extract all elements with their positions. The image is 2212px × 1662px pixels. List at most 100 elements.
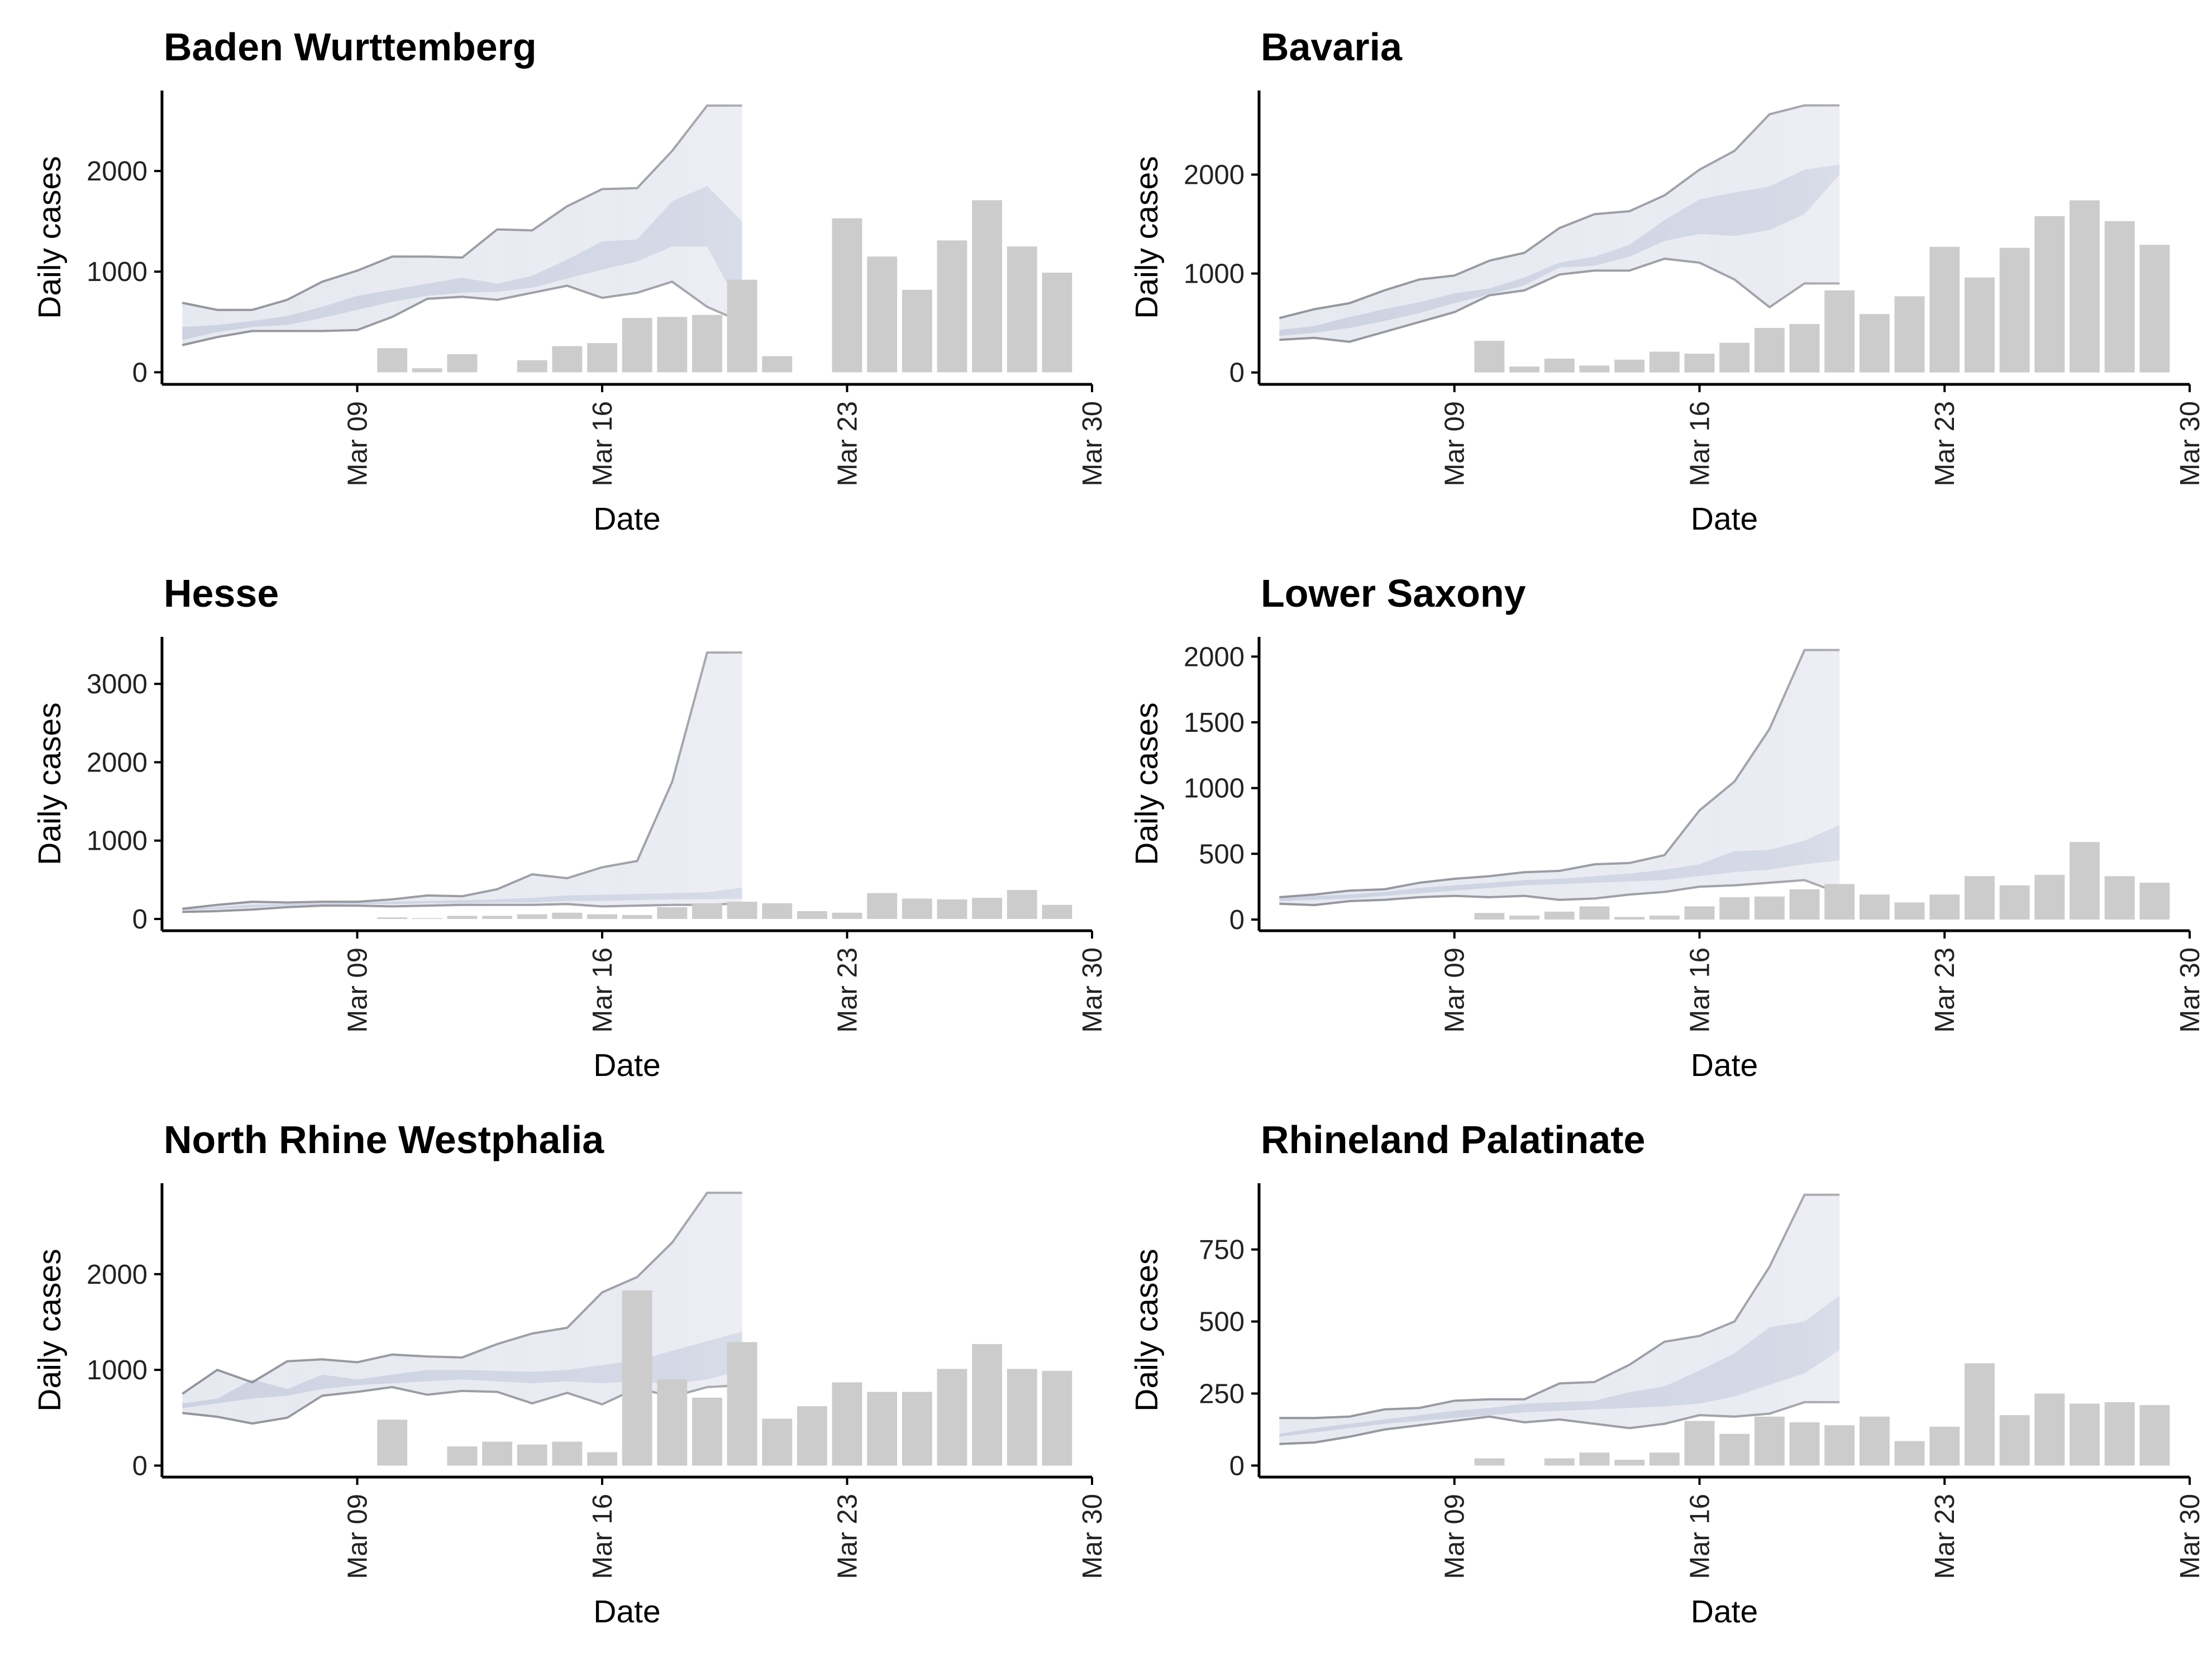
bar (412, 918, 442, 919)
panel-title: North Rhine Westphalia (164, 1118, 604, 1161)
y-axis-title: Daily cases (32, 156, 68, 318)
bar (762, 356, 793, 373)
bar (552, 912, 583, 919)
x-tick-label: Mar 30 (2175, 401, 2205, 487)
bar (447, 354, 478, 373)
chart-panel: 0 1000 2000 Mar 09 Mar 16 Mar 23 Mar 30 North R… (32, 1118, 1108, 1630)
bar (1474, 341, 1505, 373)
bar (762, 1418, 793, 1466)
bar (2070, 200, 2100, 373)
x-tick-label: Mar 09 (343, 947, 373, 1033)
y-tick-label: 1000 (1184, 774, 1245, 804)
chart-panel: 0 500 1000 1500 2000 Mar 09 Mar 16 Mar 23 Mar 30… (1129, 572, 2205, 1083)
y-tick-label: 0 (132, 1451, 147, 1481)
panel-title: Baden Wurttemberg (164, 25, 537, 69)
bar (1789, 323, 1820, 373)
bar (1824, 290, 1855, 373)
bar (1999, 885, 2030, 920)
bar (867, 256, 898, 373)
bar (1964, 1363, 1995, 1466)
bar (1579, 365, 1610, 373)
bar (2104, 221, 2135, 373)
estimate-bands (1279, 649, 1840, 907)
bar (2139, 1405, 2170, 1466)
x-tick-label: Mar 30 (2175, 947, 2205, 1033)
bar (1929, 1426, 1960, 1466)
bar (1649, 915, 1680, 920)
y-tick-label: 0 (1229, 1451, 1245, 1481)
bar (2034, 216, 2065, 373)
bar (1894, 902, 1925, 920)
bar (1719, 1434, 1750, 1466)
inner-band (1279, 1296, 1840, 1437)
bar (1614, 1460, 1645, 1466)
bar (1894, 296, 1925, 373)
bar (727, 279, 757, 373)
estimate-bands (182, 104, 743, 346)
bar (937, 240, 967, 373)
bar (1789, 1422, 1820, 1466)
bar (902, 1392, 932, 1466)
x-axis-title: Date (593, 1594, 660, 1630)
bar (692, 1397, 722, 1466)
bar (902, 289, 932, 373)
x-tick-label: Mar 23 (833, 1494, 863, 1579)
y-tick-label: 2000 (87, 1260, 147, 1290)
x-axis-title: Date (593, 501, 660, 537)
bar (1964, 277, 1995, 373)
bar (622, 915, 652, 919)
bar (797, 1406, 827, 1466)
x-axis-title: Date (593, 1047, 660, 1083)
bar (2070, 842, 2100, 920)
outer-band-upper-line (1279, 104, 1840, 320)
bar (762, 903, 793, 919)
bar (1007, 246, 1037, 373)
bar (1474, 913, 1505, 920)
bar (832, 1382, 862, 1466)
outer-band-upper-line (182, 651, 742, 910)
y-tick-label: 500 (1199, 1307, 1245, 1337)
x-tick-label: Mar 16 (1685, 947, 1715, 1033)
bar (2104, 876, 2135, 920)
bar (1789, 889, 1820, 920)
y-tick-label: 1000 (87, 826, 147, 856)
bar (1007, 1369, 1037, 1466)
bar (517, 1444, 547, 1466)
y-axis-title: Daily cases (1129, 1249, 1165, 1411)
x-tick-label: Mar 16 (588, 401, 618, 487)
bar (727, 1342, 757, 1466)
bar (1544, 358, 1575, 373)
panel-title: Hesse (164, 572, 279, 615)
outer-band-lower-line (1279, 879, 1840, 907)
bar (972, 200, 1003, 373)
bar (1544, 911, 1575, 920)
outer-band-upper-line (1279, 1193, 1840, 1420)
bar (1614, 917, 1645, 920)
bar (1999, 247, 2030, 373)
bar (657, 317, 688, 373)
y-tick-label: 2000 (87, 156, 147, 187)
x-tick-label: Mar 16 (588, 947, 618, 1033)
bar (692, 903, 722, 919)
bar (2070, 1403, 2100, 1466)
estimate-bands (1279, 104, 1840, 343)
bar (587, 343, 617, 373)
bar (657, 1379, 688, 1466)
outer-band-upper-line (182, 1192, 742, 1395)
inner-band (1279, 825, 1840, 902)
y-axis-title: Daily cases (1129, 156, 1165, 318)
bar (2104, 1402, 2135, 1466)
bar (1649, 1453, 1680, 1466)
y-tick-label: 0 (1229, 905, 1245, 935)
x-tick-label: Mar 09 (343, 401, 373, 487)
bar (727, 902, 757, 919)
bar (2139, 883, 2170, 920)
outer-band-lower-line (182, 280, 743, 346)
y-tick-label: 0 (1229, 358, 1245, 388)
bar (552, 346, 583, 373)
bar (1042, 1370, 1072, 1466)
x-tick-label: Mar 09 (343, 1494, 373, 1579)
y-axis-title: Daily cases (1129, 702, 1165, 865)
bar (622, 318, 652, 373)
